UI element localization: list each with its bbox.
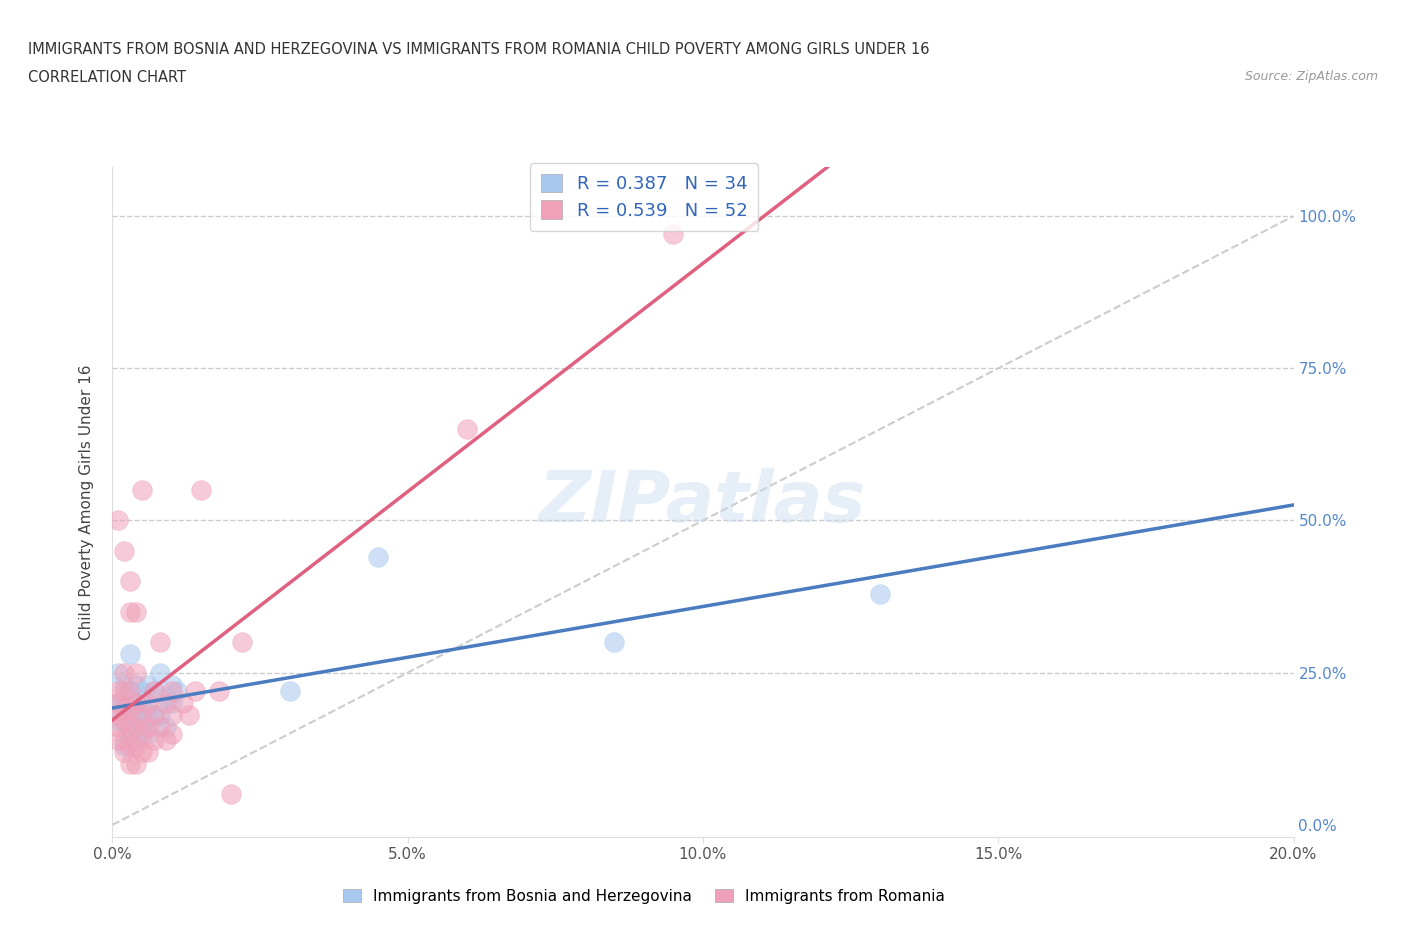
Point — [456, 421, 478, 436]
Point — [367, 550, 389, 565]
Text: CORRELATION CHART: CORRELATION CHART — [28, 70, 186, 85]
Point — [120, 684, 142, 698]
Point — [131, 726, 153, 741]
Point — [149, 720, 172, 735]
Point — [155, 696, 177, 711]
Point — [125, 696, 148, 711]
Point — [120, 574, 142, 589]
Point — [131, 483, 153, 498]
Point — [208, 684, 231, 698]
Point — [112, 702, 135, 717]
Point — [125, 677, 148, 692]
Point — [131, 684, 153, 698]
Point — [125, 696, 148, 711]
Point — [136, 702, 159, 717]
Point — [131, 702, 153, 717]
Point — [112, 714, 135, 729]
Point — [112, 714, 135, 729]
Point — [120, 647, 142, 662]
Point — [149, 708, 172, 723]
Point — [160, 708, 183, 723]
Point — [107, 665, 129, 680]
Point — [869, 586, 891, 601]
Point — [131, 744, 153, 759]
Text: ZIPatlas: ZIPatlas — [540, 468, 866, 537]
Point — [155, 720, 177, 735]
Point — [120, 684, 142, 698]
Point — [131, 720, 153, 735]
Text: IMMIGRANTS FROM BOSNIA AND HERZEGOVINA VS IMMIGRANTS FROM ROMANIA CHILD POVERTY : IMMIGRANTS FROM BOSNIA AND HERZEGOVINA V… — [28, 42, 929, 57]
Point — [184, 684, 207, 698]
Point — [107, 732, 129, 747]
Point — [142, 684, 165, 698]
Point — [190, 483, 212, 498]
Point — [112, 684, 135, 698]
Point — [136, 720, 159, 735]
Point — [125, 708, 148, 723]
Point — [112, 696, 135, 711]
Point — [219, 787, 242, 802]
Point — [160, 677, 183, 692]
Point — [107, 684, 129, 698]
Point — [136, 744, 159, 759]
Point — [107, 696, 129, 711]
Point — [107, 513, 129, 528]
Point — [136, 726, 159, 741]
Point — [231, 635, 253, 650]
Point — [107, 714, 129, 729]
Point — [136, 696, 159, 711]
Point — [107, 720, 129, 735]
Point — [120, 756, 142, 771]
Point — [149, 665, 172, 680]
Point — [603, 635, 626, 650]
Point — [278, 684, 301, 698]
Point — [179, 708, 201, 723]
Point — [142, 708, 165, 723]
Point — [125, 665, 148, 680]
Point — [142, 732, 165, 747]
Point — [662, 227, 685, 242]
Y-axis label: Child Poverty Among Girls Under 16: Child Poverty Among Girls Under 16 — [79, 365, 94, 640]
Point — [125, 604, 148, 619]
Text: Source: ZipAtlas.com: Source: ZipAtlas.com — [1244, 70, 1378, 83]
Point — [160, 726, 183, 741]
Point — [112, 732, 135, 747]
Legend: Immigrants from Bosnia and Herzegovina, Immigrants from Romania: Immigrants from Bosnia and Herzegovina, … — [336, 883, 952, 910]
Point — [120, 720, 142, 735]
Point — [155, 732, 177, 747]
Point — [107, 696, 129, 711]
Point — [125, 720, 148, 735]
Point — [112, 543, 135, 558]
Point — [142, 684, 165, 698]
Point — [131, 708, 153, 723]
Point — [112, 665, 135, 680]
Point — [112, 738, 135, 753]
Point — [125, 732, 148, 747]
Point — [120, 726, 142, 741]
Point — [172, 696, 194, 711]
Point — [136, 677, 159, 692]
Point — [120, 708, 142, 723]
Point — [125, 756, 148, 771]
Point — [120, 738, 142, 753]
Point — [112, 744, 135, 759]
Point — [120, 604, 142, 619]
Point — [166, 684, 188, 698]
Point — [120, 702, 142, 717]
Point — [155, 689, 177, 704]
Point — [160, 684, 183, 698]
Point — [142, 708, 165, 723]
Point — [160, 696, 183, 711]
Point — [125, 738, 148, 753]
Point — [107, 708, 129, 723]
Point — [112, 677, 135, 692]
Point — [149, 635, 172, 650]
